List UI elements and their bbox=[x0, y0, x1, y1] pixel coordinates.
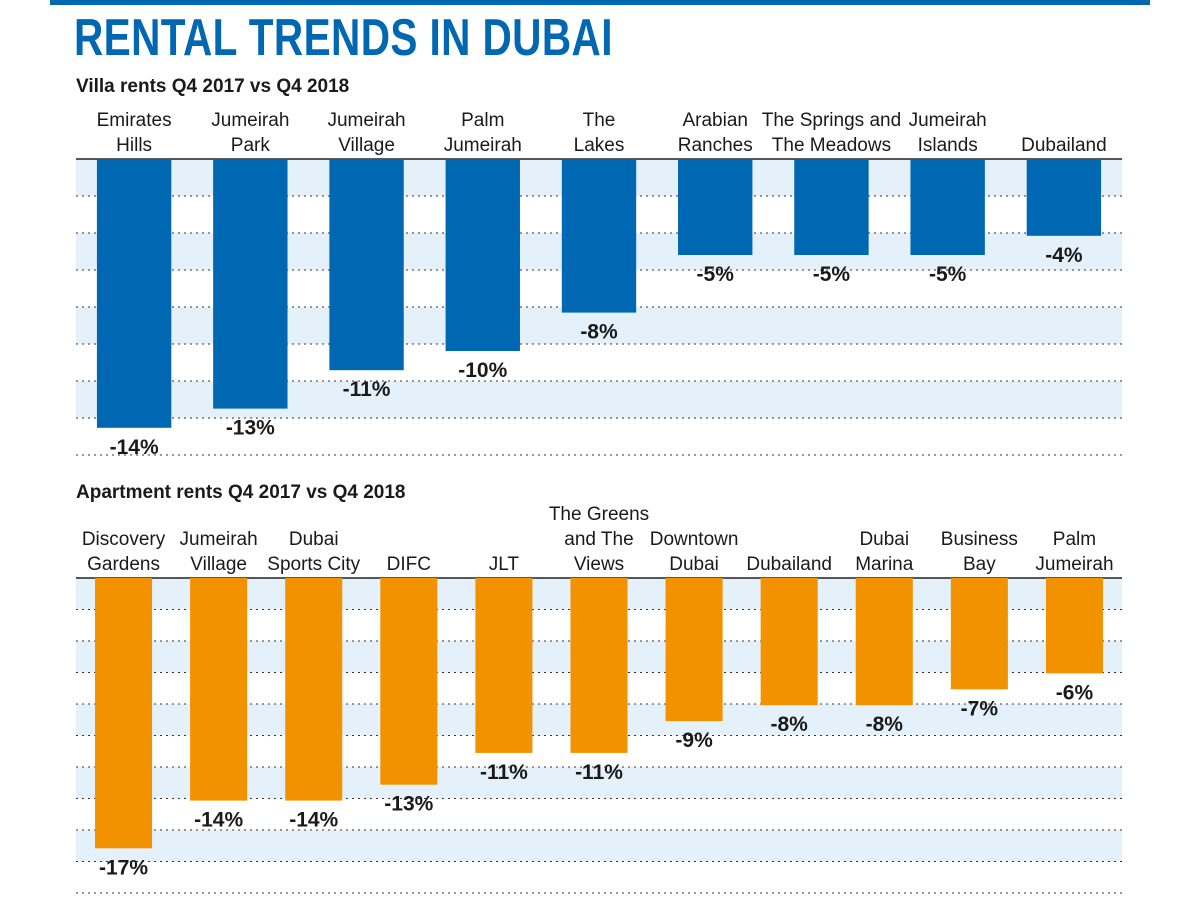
category-label: Village bbox=[338, 135, 395, 156]
bar bbox=[285, 578, 343, 801]
bar bbox=[855, 578, 913, 706]
bar bbox=[213, 159, 288, 409]
top-rule bbox=[50, 0, 1150, 5]
category-label: Business bbox=[941, 529, 1018, 550]
category-label: The Springs and bbox=[762, 110, 901, 131]
value-label: -13% bbox=[226, 417, 275, 440]
value-label: -8% bbox=[580, 321, 618, 344]
bar bbox=[1045, 578, 1103, 674]
value-label: -11% bbox=[343, 378, 391, 401]
category-label: Lakes bbox=[574, 135, 625, 156]
bar bbox=[665, 578, 723, 722]
value-label: -5% bbox=[813, 263, 851, 286]
grid-band bbox=[76, 830, 1122, 862]
value-label: -4% bbox=[1045, 244, 1083, 267]
bar bbox=[570, 578, 628, 753]
value-label: -11% bbox=[575, 761, 623, 784]
main-title: RENTAL TRENDS IN DUBAI bbox=[74, 9, 613, 67]
category-label: Marina bbox=[855, 554, 914, 575]
category-label: Ranches bbox=[678, 135, 753, 156]
bar bbox=[380, 578, 438, 785]
category-label: Views bbox=[574, 554, 624, 575]
category-label: Dubailand bbox=[746, 554, 832, 575]
grid-band bbox=[76, 767, 1122, 799]
value-label: -8% bbox=[771, 713, 809, 736]
value-label: -11% bbox=[480, 761, 528, 784]
value-label: -5% bbox=[929, 263, 967, 286]
value-label: -6% bbox=[1056, 681, 1094, 704]
category-label: Dubai bbox=[669, 554, 719, 575]
category-label: Downtown bbox=[650, 529, 739, 550]
villa-chart-title: Villa rents Q4 2017 vs Q4 2018 bbox=[76, 76, 350, 97]
category-label: The bbox=[583, 110, 616, 131]
bar bbox=[678, 159, 753, 255]
category-label: Emirates bbox=[97, 110, 172, 131]
category-label: Palm bbox=[1053, 529, 1096, 550]
category-label: Dubai bbox=[289, 529, 339, 550]
bar bbox=[475, 578, 533, 753]
bar bbox=[95, 578, 153, 849]
category-label: The Meadows bbox=[772, 135, 891, 156]
value-label: -14% bbox=[194, 809, 243, 832]
bar bbox=[950, 578, 1008, 690]
bar bbox=[190, 578, 248, 801]
category-label: Palm bbox=[461, 110, 504, 131]
category-label: Arabian bbox=[682, 110, 748, 131]
category-label: Discovery bbox=[82, 529, 166, 550]
villa-rents-chart: -14% Emirates Hills -13% Jumeirah Park -11% Jum… bbox=[76, 110, 1122, 459]
value-label: -7% bbox=[961, 697, 999, 720]
category-label: Dubai bbox=[859, 529, 909, 550]
bar bbox=[910, 159, 985, 255]
category-label: JLT bbox=[489, 554, 520, 575]
apartment-chart-title: Apartment rents Q4 2017 vs Q4 2018 bbox=[76, 482, 406, 503]
category-label: Jumeirah bbox=[444, 135, 522, 156]
category-label: Bay bbox=[963, 554, 996, 575]
bar bbox=[561, 159, 637, 313]
category-label: DIFC bbox=[387, 554, 431, 575]
bar bbox=[445, 159, 520, 351]
category-label: Jumeirah bbox=[211, 110, 289, 131]
bar bbox=[329, 159, 404, 371]
category-label: and The bbox=[564, 529, 633, 550]
value-label: -8% bbox=[866, 713, 904, 736]
apartment-rents-chart: -17% Discovery Gardens -14% Jumeirah Village -… bbox=[76, 504, 1122, 894]
bar bbox=[96, 159, 172, 428]
category-label: Gardens bbox=[87, 554, 160, 575]
category-label: The Greens bbox=[549, 504, 649, 525]
category-label: Jumeirah bbox=[327, 110, 405, 131]
bar bbox=[760, 578, 818, 706]
value-label: -9% bbox=[675, 729, 713, 752]
value-label: -10% bbox=[458, 359, 507, 382]
value-label: -14% bbox=[110, 436, 159, 459]
category-label: Jumeirah bbox=[909, 110, 987, 131]
category-label: Park bbox=[231, 135, 271, 156]
bar bbox=[1026, 159, 1102, 236]
value-label: -14% bbox=[289, 809, 338, 832]
category-label: Jumeirah bbox=[1035, 554, 1113, 575]
bar bbox=[794, 159, 869, 255]
value-label: -17% bbox=[99, 856, 148, 879]
category-label: Hills bbox=[116, 135, 152, 156]
category-label: Jumeirah bbox=[180, 529, 258, 550]
category-label: Village bbox=[190, 554, 247, 575]
category-label: Islands bbox=[918, 135, 978, 156]
category-label: Sports City bbox=[267, 554, 360, 575]
category-label: Dubailand bbox=[1021, 135, 1107, 156]
value-label: -5% bbox=[697, 263, 735, 286]
value-label: -13% bbox=[384, 793, 433, 816]
